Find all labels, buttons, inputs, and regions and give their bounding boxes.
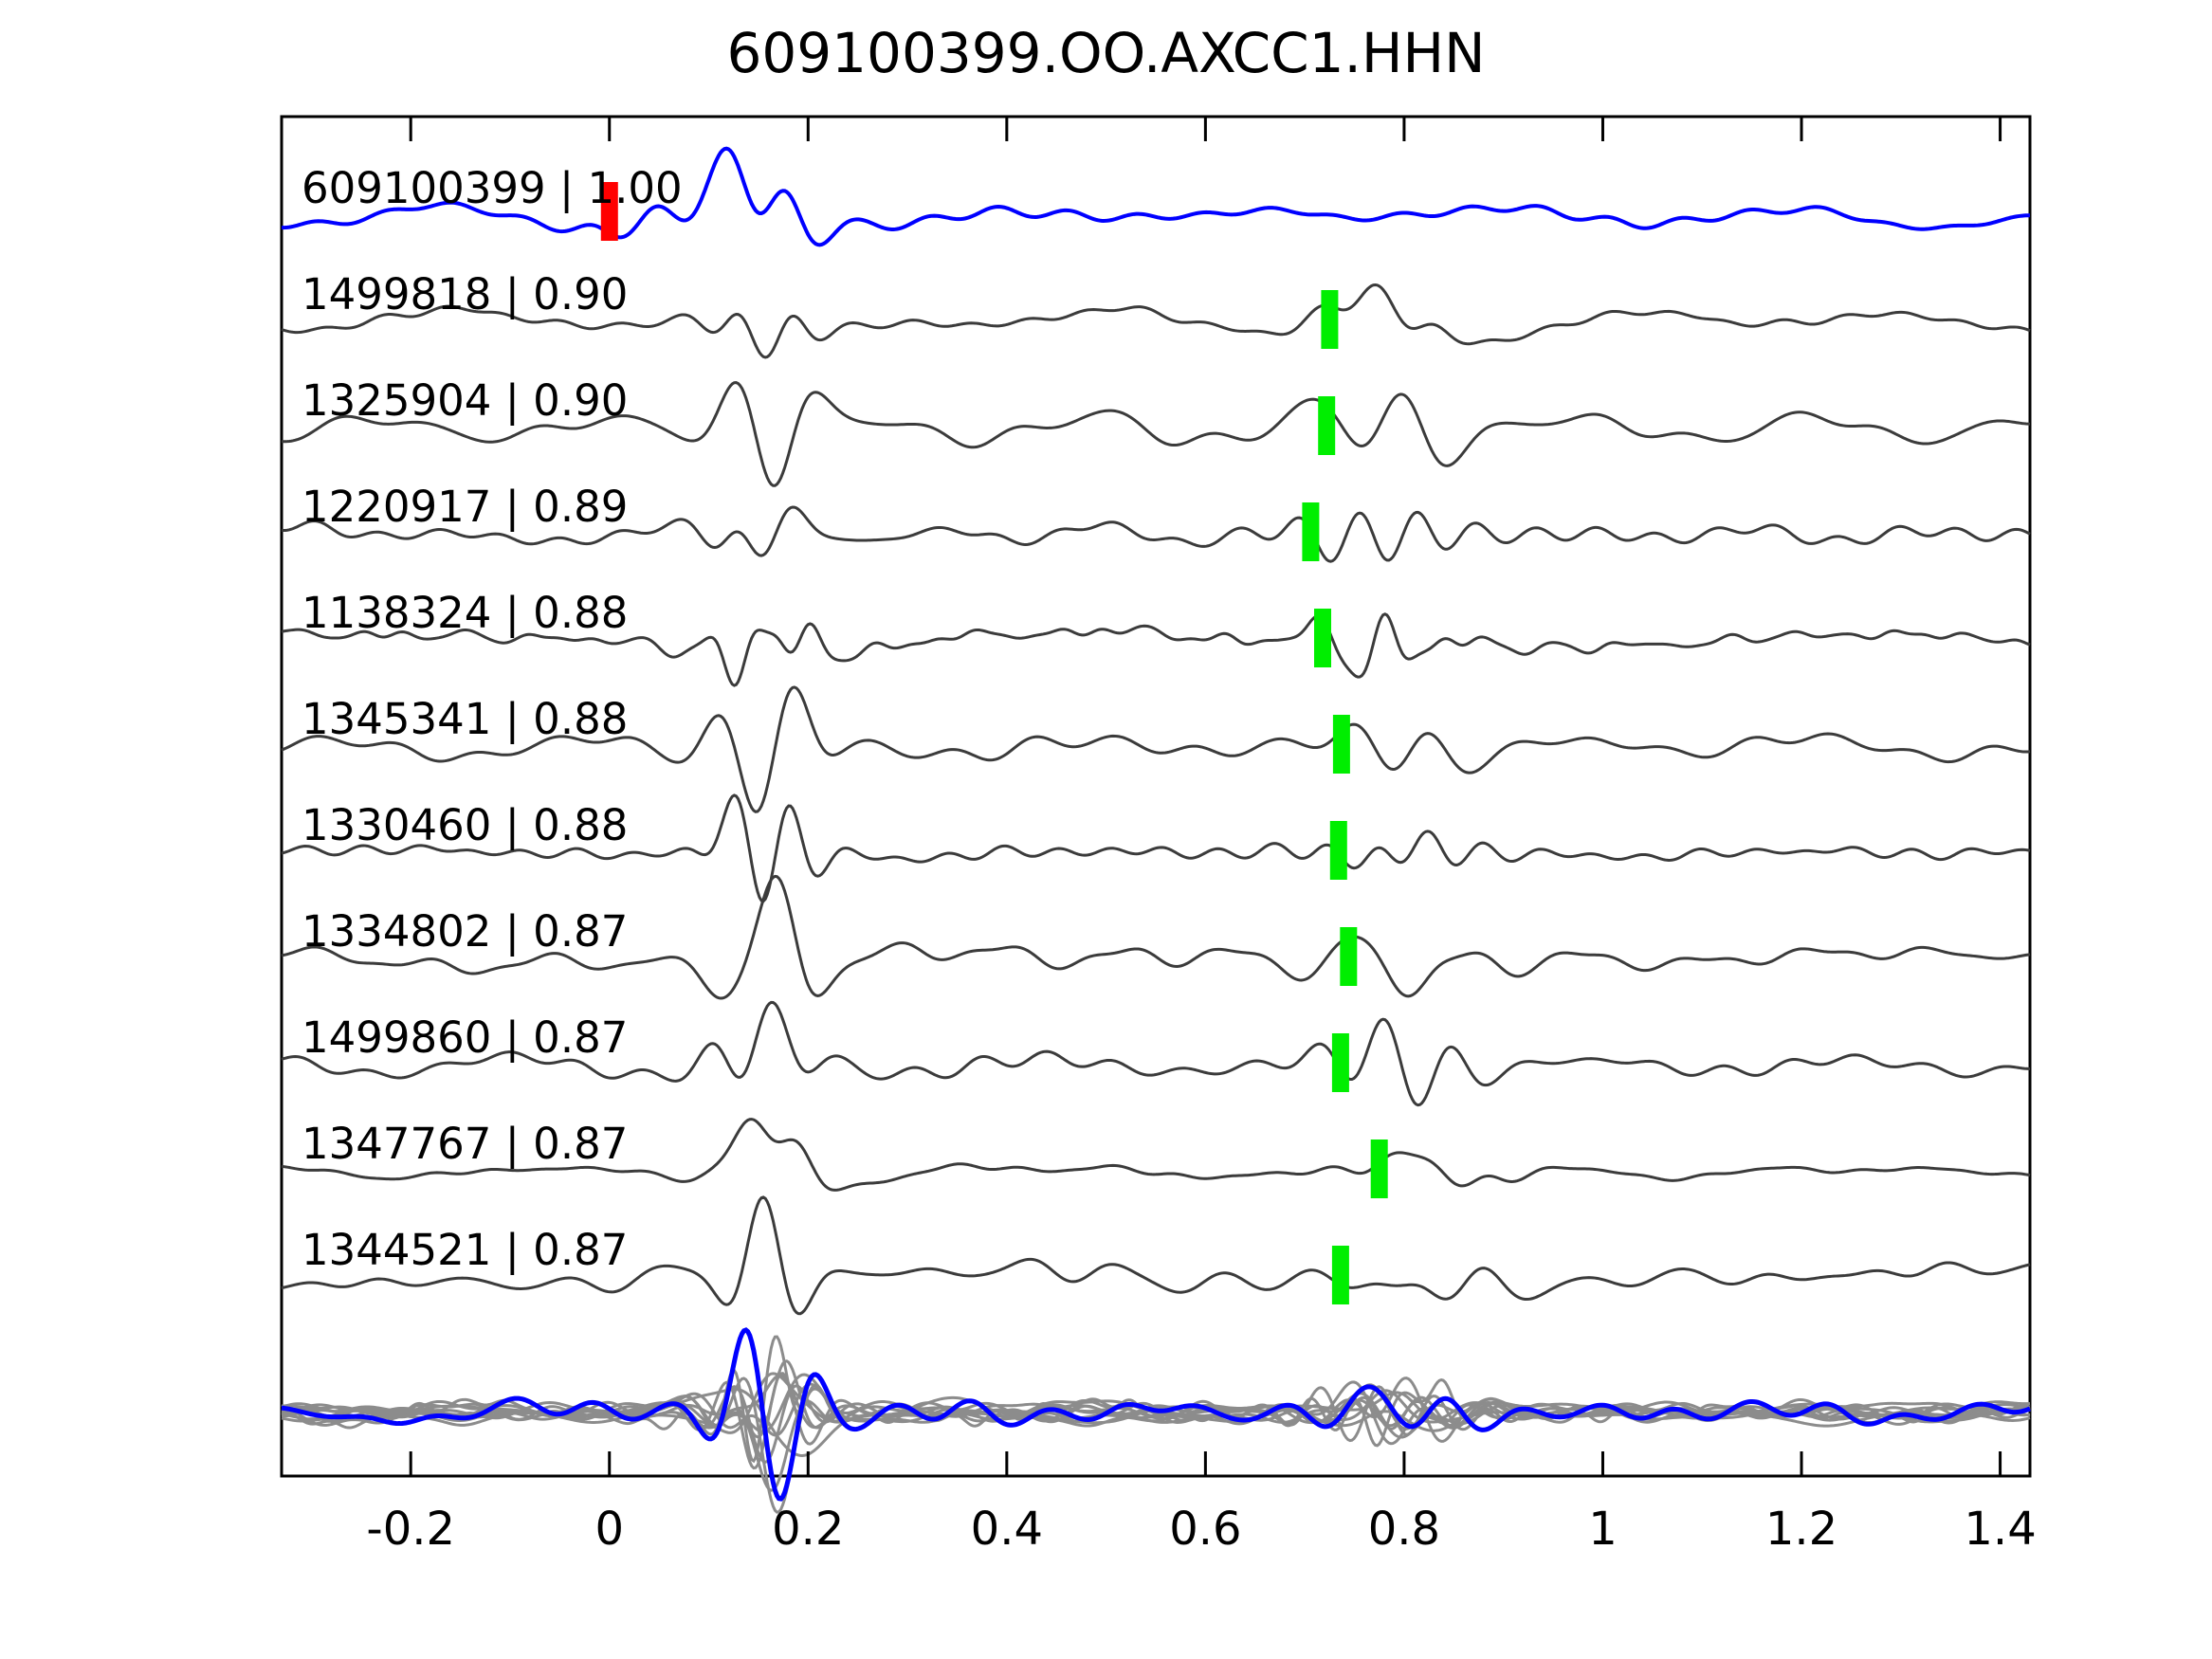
x-tick-label: 0.4: [971, 1503, 1043, 1556]
stack-gray-trace: [281, 1374, 2031, 1430]
stack-template-trace: [281, 1327, 2031, 1502]
detection-pick-marker: [1321, 290, 1339, 349]
stack-gray-trace: [281, 1380, 2031, 1492]
waveform-trace: [281, 1000, 2031, 1107]
x-tick-label: 0: [594, 1503, 624, 1556]
trace-label: 1499860 | 0.87: [302, 1012, 628, 1063]
trace-label: 1325904 | 0.90: [302, 375, 628, 426]
x-tick-label: 1.2: [1765, 1503, 1837, 1556]
waveform-trace: [281, 146, 2031, 247]
trace-label: 1220917 | 0.89: [302, 482, 628, 532]
waveform-trace: [281, 685, 2031, 813]
trace-label: 1344521 | 0.87: [302, 1225, 628, 1275]
waveform-trace: [281, 283, 2031, 359]
trace-label: 1347767 | 0.87: [302, 1119, 628, 1169]
waveform-trace: [281, 1118, 2031, 1192]
x-tick-label: -0.2: [366, 1503, 455, 1556]
detection-pick-marker: [1329, 821, 1347, 880]
x-tick-label: 1: [1588, 1503, 1618, 1556]
detection-pick-marker: [1340, 927, 1358, 986]
trace-label: 1345341 | 0.88: [302, 694, 628, 744]
stack-panel-group: [281, 1327, 2031, 1514]
trace-label: 1138324 | 0.88: [302, 588, 628, 638]
detection-pick-marker: [1331, 1033, 1349, 1092]
stack-gray-trace: [281, 1376, 2031, 1514]
x-tick-label: 0.2: [772, 1503, 844, 1556]
stack-gray-trace: [281, 1359, 2031, 1439]
x-tick-label: 0.6: [1169, 1503, 1241, 1556]
detection-pick-marker: [1302, 502, 1320, 561]
template-pick-marker: [600, 182, 618, 241]
waveform-trace: [281, 612, 2031, 687]
chart-title: 609100399.OO.AXCC1.HHN: [726, 21, 1486, 85]
pick-marker-group: [600, 182, 1388, 1304]
stack-gray-trace: [281, 1335, 2031, 1464]
detection-pick-marker: [1318, 396, 1336, 455]
x-axis-ticks: -0.2 0 0.2 0.4 0.6 0.8 1 1.2 1.4: [366, 117, 2037, 1556]
stack-gray-trace: [281, 1372, 2031, 1434]
x-tick-label: 0.8: [1368, 1503, 1440, 1556]
trace-label: 1330460 | 0.88: [302, 800, 628, 850]
waveform-trace: [281, 505, 2031, 563]
waveform-trace: [281, 1195, 2031, 1316]
waveform-trace: [281, 874, 2031, 1000]
plot-frame: [280, 115, 2032, 1478]
trace-label: 609100399 | 1.00: [302, 163, 683, 213]
detection-pick-marker: [1370, 1139, 1388, 1198]
axes-frame: [280, 115, 2032, 1478]
trace-label: 1334802 | 0.87: [302, 906, 628, 957]
trace-label: 1499818 | 0.90: [302, 269, 628, 319]
detection-pick-marker: [1331, 1246, 1349, 1304]
detection-pick-marker: [1314, 609, 1331, 667]
trace-group: [281, 146, 2031, 1316]
detection-pick-marker: [1332, 715, 1350, 774]
trace-label-group: 609100399 | 1.00 1499818 | 0.90 1325904 | …: [302, 163, 683, 1275]
waveform-trace: [281, 793, 2031, 903]
stack-gray-trace: [281, 1384, 2031, 1465]
x-tick-label: 1.4: [1964, 1503, 2036, 1556]
waveform-trace: [281, 381, 2031, 487]
